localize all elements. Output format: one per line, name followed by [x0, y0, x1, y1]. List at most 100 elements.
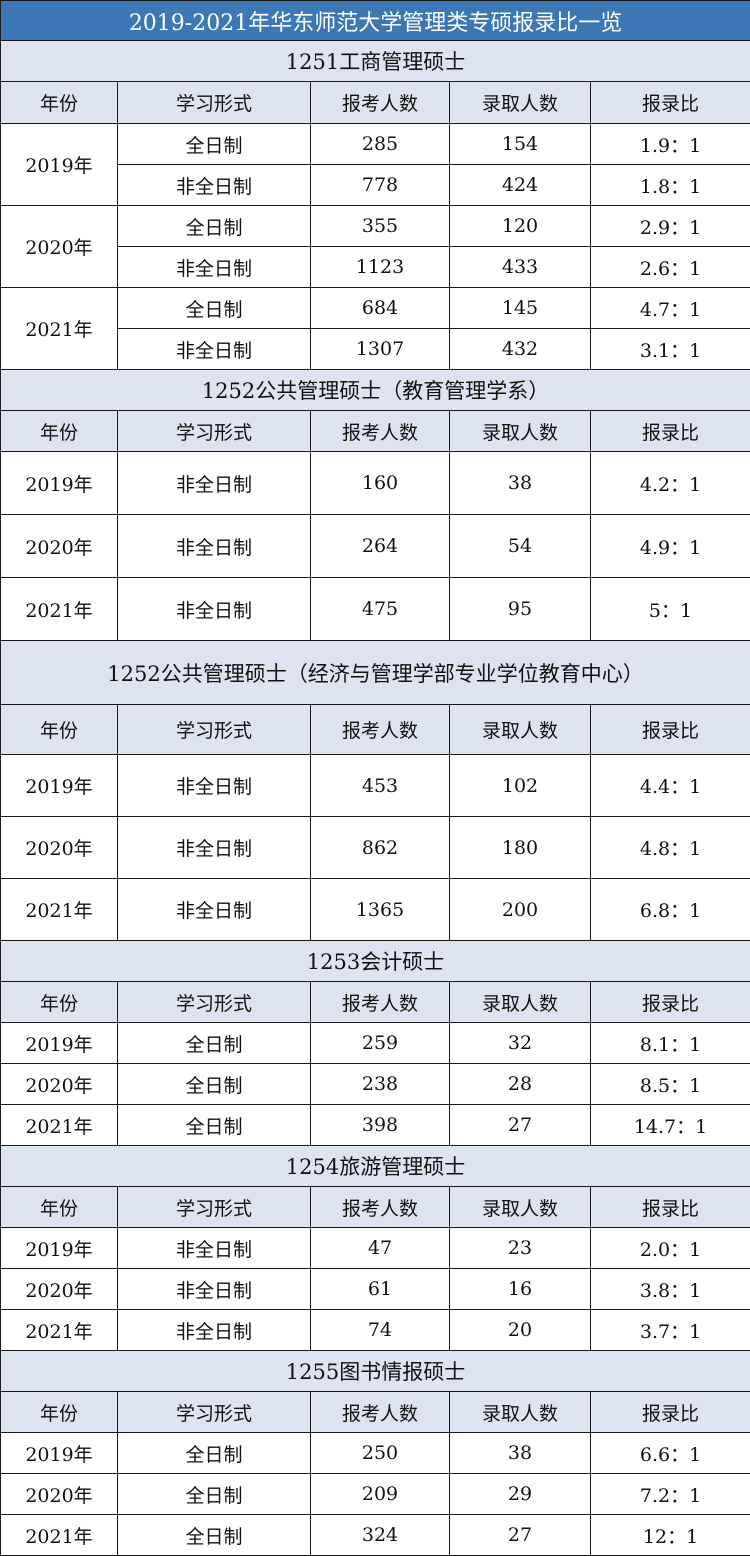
applicants-cell: 778: [311, 165, 450, 206]
title-row: 2019-2021年华东师范大学管理类专硕报录比一览: [1, 1, 750, 41]
admitted-cell: 145: [450, 288, 591, 329]
applicants-cell: 862: [311, 817, 450, 879]
admitted-cell: 29: [450, 1474, 591, 1515]
applicants-cell: 264: [311, 515, 450, 578]
column-header: 年份: [1, 82, 118, 124]
applicants-cell: 355: [311, 206, 450, 247]
year-cell: 2019年: [1, 452, 118, 515]
study-form-cell: 非全日制: [118, 1310, 311, 1351]
column-header: 报录比: [591, 705, 750, 755]
section-title: 1251工商管理硕士: [1, 41, 750, 82]
ratio-cell: 1.9：1: [591, 124, 750, 165]
year-cell: 2019年: [1, 1023, 118, 1064]
column-header: 报录比: [591, 82, 750, 124]
year-cell: 2021年: [1, 1310, 118, 1351]
column-header: 报考人数: [311, 1392, 450, 1433]
study-form-cell: 全日制: [118, 1105, 311, 1146]
column-header: 报考人数: [311, 982, 450, 1023]
section-title: 1252公共管理硕士（教育管理学系）: [1, 370, 750, 411]
column-header: 学习形式: [118, 1392, 311, 1433]
column-header: 年份: [1, 411, 118, 452]
section-title: 1255图书情报硕士: [1, 1351, 750, 1392]
column-header: 年份: [1, 705, 118, 755]
ratio-cell: 6.8：1: [591, 879, 750, 941]
applicants-cell: 285: [311, 124, 450, 165]
column-header: 报考人数: [311, 411, 450, 452]
ratio-cell: 8.5：1: [591, 1064, 750, 1105]
study-form-cell: 非全日制: [118, 578, 311, 641]
applicants-cell: 238: [311, 1064, 450, 1105]
column-header: 报录比: [591, 411, 750, 452]
study-form-cell: 非全日制: [118, 329, 311, 370]
column-header-row: 年份学习形式报考人数录取人数报录比: [1, 1392, 750, 1433]
column-header: 录取人数: [450, 1392, 591, 1433]
admitted-cell: 120: [450, 206, 591, 247]
column-header: 学习形式: [118, 705, 311, 755]
ratio-cell: 1.8：1: [591, 165, 750, 206]
study-form-cell: 非全日制: [118, 817, 311, 879]
ratio-cell: 6.6：1: [591, 1433, 750, 1474]
column-header: 报考人数: [311, 705, 450, 755]
study-form-cell: 全日制: [118, 124, 311, 165]
study-form-cell: 非全日制: [118, 247, 311, 288]
admitted-cell: 16: [450, 1269, 591, 1310]
ratio-cell: 2.9：1: [591, 206, 750, 247]
admitted-cell: 38: [450, 452, 591, 515]
study-form-cell: 全日制: [118, 1474, 311, 1515]
ratio-cell: 3.1：1: [591, 329, 750, 370]
admitted-cell: 102: [450, 755, 591, 817]
year-cell: 2020年: [1, 206, 118, 288]
ratio-cell: 3.8：1: [591, 1269, 750, 1310]
study-form-cell: 全日制: [118, 288, 311, 329]
column-header: 录取人数: [450, 982, 591, 1023]
study-form-cell: 全日制: [118, 1064, 311, 1105]
column-header: 学习形式: [118, 1187, 311, 1228]
section-title: 1252公共管理硕士（经济与管理学部专业学位教育中心）: [1, 641, 750, 705]
column-header: 报考人数: [311, 1187, 450, 1228]
ratio-cell: 3.7：1: [591, 1310, 750, 1351]
applicants-cell: 61: [311, 1269, 450, 1310]
year-cell: 2021年: [1, 288, 118, 370]
study-form-cell: 全日制: [118, 1433, 311, 1474]
ratio-cell: 4.7：1: [591, 288, 750, 329]
ratio-cell: 5：1: [591, 578, 750, 641]
admitted-cell: 32: [450, 1023, 591, 1064]
admitted-cell: 432: [450, 329, 591, 370]
applicants-cell: 398: [311, 1105, 450, 1146]
year-cell: 2020年: [1, 1474, 118, 1515]
column-header: 录取人数: [450, 411, 591, 452]
applicants-cell: 74: [311, 1310, 450, 1351]
admitted-cell: 23: [450, 1228, 591, 1269]
admitted-cell: 200: [450, 879, 591, 941]
applicants-cell: 453: [311, 755, 450, 817]
column-header: 学习形式: [118, 82, 311, 124]
column-header: 录取人数: [450, 1187, 591, 1228]
ratio-cell: 4.8：1: [591, 817, 750, 879]
column-header: 年份: [1, 982, 118, 1023]
applicants-cell: 259: [311, 1023, 450, 1064]
applicants-cell: 250: [311, 1433, 450, 1474]
admitted-cell: 180: [450, 817, 591, 879]
section-row: 1254旅游管理硕士: [1, 1146, 750, 1187]
section-row: 1253会计硕士: [1, 941, 750, 982]
section-title: 1254旅游管理硕士: [1, 1146, 750, 1187]
year-cell: 2019年: [1, 1433, 118, 1474]
admitted-cell: 154: [450, 124, 591, 165]
applicants-cell: 160: [311, 452, 450, 515]
column-header: 报录比: [591, 982, 750, 1023]
page-title: 2019-2021年华东师范大学管理类专硕报录比一览: [1, 1, 750, 41]
applicants-cell: 47: [311, 1228, 450, 1269]
study-form-cell: 非全日制: [118, 452, 311, 515]
year-cell: 2019年: [1, 1228, 118, 1269]
